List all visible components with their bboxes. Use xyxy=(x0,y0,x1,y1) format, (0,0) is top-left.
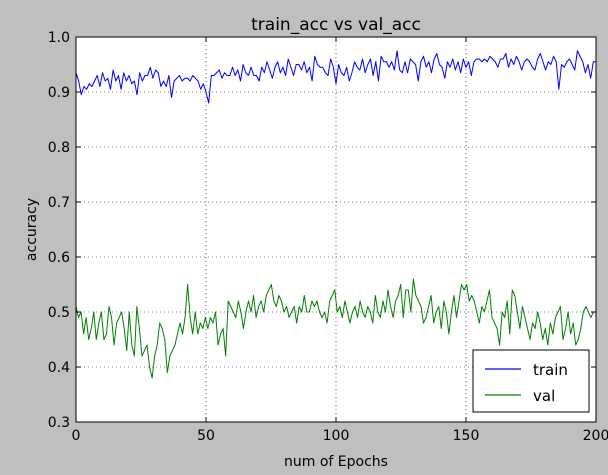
legend-box xyxy=(472,349,590,413)
y-tick-label: 0.4 xyxy=(48,360,70,376)
y-tick-label: 0.7 xyxy=(48,195,70,211)
legend-label-train: train xyxy=(533,361,568,379)
x-tick-label: 100 xyxy=(323,428,350,444)
series-line-val xyxy=(75,278,596,379)
series-layer xyxy=(75,50,596,379)
y-axis-label: accuracy xyxy=(24,198,40,261)
x-tick-label: 200 xyxy=(583,428,608,444)
grid xyxy=(75,36,597,423)
y-tick-label: 1.0 xyxy=(48,30,70,46)
y-tick-label: 0.5 xyxy=(48,305,70,321)
chart-title: train_acc vs val_acc xyxy=(251,15,421,35)
y-tick-label: 0.8 xyxy=(48,140,70,156)
y-tick-label: 0.6 xyxy=(48,250,70,266)
ticks: 0 50 100 150 200 0.3 0.4 0.5 0.6 0.7 0.8 0.9 1.0 xyxy=(48,30,608,444)
x-tick-label: 0 xyxy=(72,428,81,444)
x-tick-label: 50 xyxy=(197,428,215,444)
series-line-train xyxy=(75,50,596,104)
legend-label-val: val xyxy=(533,387,555,405)
y-tick-label: 0.3 xyxy=(48,415,70,431)
legend: train val xyxy=(472,349,590,413)
y-tick-label: 0.9 xyxy=(48,85,70,101)
x-axis-label: num of Epochs xyxy=(284,454,388,470)
x-tick-label: 150 xyxy=(453,428,480,444)
